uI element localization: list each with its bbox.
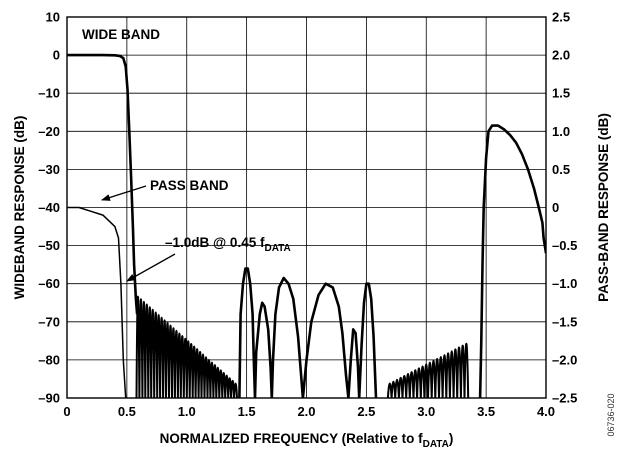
y-left-tick-label: 0 bbox=[53, 48, 60, 63]
y-left-tick-label: –10 bbox=[38, 86, 60, 101]
x-tick-label: 1.0 bbox=[178, 404, 196, 419]
y-left-axis-title: WIDEBAND RESPONSE (dB) bbox=[12, 116, 27, 300]
y-left-tick-label: –70 bbox=[38, 314, 60, 329]
y-right-tick-label: –2.5 bbox=[552, 391, 577, 406]
y-right-tick-label: 1.0 bbox=[552, 124, 570, 139]
y-right-tick-label: 0.5 bbox=[552, 162, 570, 177]
y-right-tick-label: –2.0 bbox=[552, 352, 577, 367]
pass-band-arrow bbox=[101, 185, 147, 201]
x-tick-labels: 0 0.5 1.0 1.5 2.0 2.5 3.0 3.5 4.0 bbox=[63, 404, 555, 419]
y-left-tick-label: –50 bbox=[38, 238, 60, 253]
series-line-1 bbox=[67, 206, 127, 398]
x-tick-label: 0 bbox=[63, 404, 70, 419]
ripple-band-0 bbox=[135, 296, 238, 398]
y-right-axis-title: PASS-BAND RESPONSE (dB) bbox=[596, 113, 611, 302]
series-clip bbox=[67, 53, 546, 398]
y-right-tick-labels: 2.5 2.0 1.5 1.0 0.5 0 –0.5 –1.0 –1.5 –2.0 –2.5 bbox=[552, 10, 577, 406]
y-right-tick-label: –0.5 bbox=[552, 238, 577, 253]
x-tick-label: 2.0 bbox=[297, 404, 315, 419]
y-right-tick-label: 2.0 bbox=[552, 48, 570, 63]
y-left-tick-label: –30 bbox=[38, 162, 60, 177]
y-left-tick-label: –90 bbox=[38, 391, 60, 406]
marker-arrow bbox=[126, 253, 176, 282]
x-tick-label: 1.5 bbox=[238, 404, 256, 419]
series-line-3 bbox=[478, 124, 546, 398]
annotation-arrows bbox=[101, 185, 176, 282]
y-left-tick-labels: 10 0 –10 –20 –30 –40 –50 –60 –70 –80 –90 bbox=[38, 10, 60, 406]
series-line-0 bbox=[67, 53, 139, 315]
figure-id: 06736-020 bbox=[606, 393, 616, 436]
series-line-2 bbox=[238, 267, 378, 398]
ripple-band-1 bbox=[386, 343, 470, 398]
x-tick-label: 4.0 bbox=[537, 404, 555, 419]
x-tick-label: 3.5 bbox=[477, 404, 495, 419]
x-tick-label: 3.0 bbox=[417, 404, 435, 419]
y-left-tick-label: –40 bbox=[38, 200, 60, 215]
x-tick-label: 0.5 bbox=[118, 404, 136, 419]
y-right-tick-label: 1.5 bbox=[552, 86, 570, 101]
y-right-tick-label: –1.0 bbox=[552, 276, 577, 291]
y-right-tick-label: 2.5 bbox=[552, 10, 570, 25]
pass-band-label: PASS BAND bbox=[150, 178, 229, 193]
y-left-tick-label: –20 bbox=[38, 124, 60, 139]
marker-label: –1.0dB @ 0.45 fDATA bbox=[165, 235, 291, 254]
x-tick-label: 2.5 bbox=[357, 404, 375, 419]
grid-lines bbox=[67, 17, 546, 398]
y-right-tick-label: 0 bbox=[552, 200, 559, 215]
y-left-tick-label: –80 bbox=[38, 352, 60, 367]
wide-band-label: WIDE BAND bbox=[82, 27, 160, 42]
x-axis-title: NORMALIZED FREQUENCY (Relative to fDATA) bbox=[160, 431, 454, 449]
y-right-tick-label: –1.5 bbox=[552, 314, 577, 329]
plot-frame bbox=[66, 16, 547, 399]
y-left-tick-label: –60 bbox=[38, 276, 60, 291]
y-left-tick-label: 10 bbox=[46, 10, 60, 25]
series-group bbox=[67, 53, 546, 398]
